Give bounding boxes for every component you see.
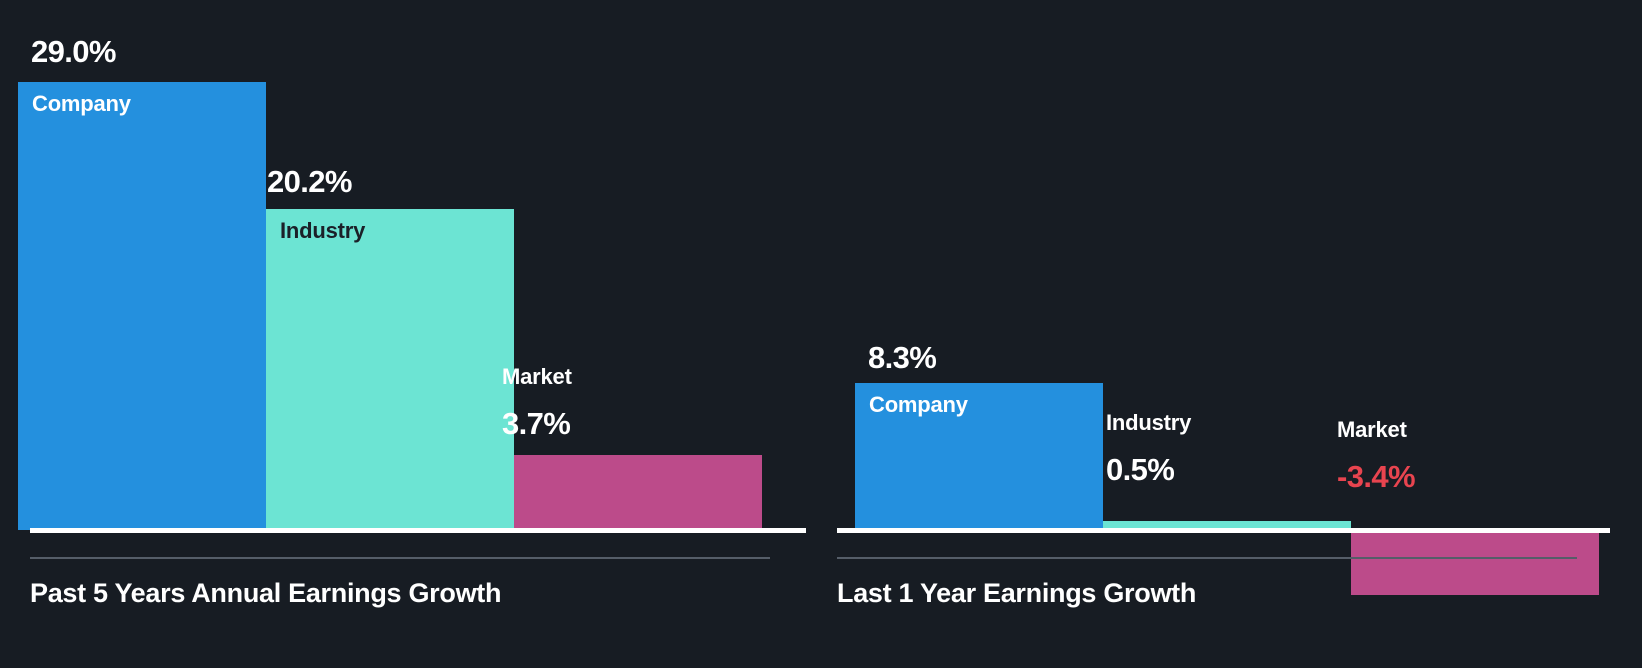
bar-company-5y[interactable]: Company <box>18 82 266 530</box>
value-label-market-5y: 3.7% <box>502 406 571 441</box>
panel-separator-right <box>837 557 1577 559</box>
bar-market-1y[interactable] <box>1351 533 1599 595</box>
bar-label-industry-5y: Industry <box>280 218 366 243</box>
value-label-company-5y: 29.0% <box>31 34 117 69</box>
baseline-axis-left <box>30 528 806 533</box>
plot-area-right: Company 8.3% Industry 0.5% Market -3.4% <box>837 0 1642 595</box>
outside-label-market-5y: Market 3.7% <box>502 364 572 441</box>
value-label-industry-1y: 0.5% <box>1106 452 1175 487</box>
bar-label-market-5y: Market <box>502 364 572 389</box>
panel-title-last-1-year: Last 1 Year Earnings Growth <box>837 578 1197 608</box>
chart-panel-last-1-year: Company 8.3% Industry 0.5% Market -3.4% … <box>837 0 1642 668</box>
bar-industry-1y[interactable] <box>1103 521 1351 530</box>
outside-label-industry-1y: Industry 0.5% <box>1106 410 1192 487</box>
value-label-industry-5y: 20.2% <box>267 164 353 199</box>
baseline-axis-right <box>837 528 1610 533</box>
bar-market-5y[interactable] <box>514 455 762 530</box>
value-label-company-1y: 8.3% <box>868 340 937 375</box>
chart-panel-past-5-years: Company 29.0% Industry 20.2% Market 3.7%… <box>0 0 806 668</box>
bar-company-1y[interactable]: Company <box>855 383 1103 530</box>
outside-label-market-1y: Market -3.4% <box>1337 417 1416 494</box>
bar-industry-5y[interactable]: Industry <box>266 209 514 530</box>
plot-area-left: Company 29.0% Industry 20.2% Market 3.7% <box>0 0 806 530</box>
value-label-market-1y: -3.4% <box>1337 459 1416 494</box>
bar-label-company-5y: Company <box>32 91 131 116</box>
panel-title-past-5-years: Past 5 Years Annual Earnings Growth <box>30 578 502 608</box>
bar-label-market-1y: Market <box>1337 417 1407 442</box>
bar-label-company-1y: Company <box>869 392 968 417</box>
bar-label-industry-1y: Industry <box>1106 410 1192 435</box>
panel-separator-left <box>30 557 770 559</box>
